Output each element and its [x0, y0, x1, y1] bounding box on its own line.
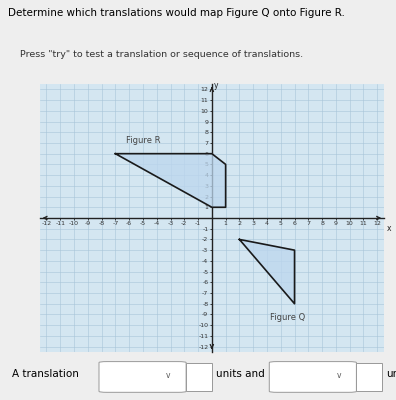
- Text: Determine which translations would map Figure Q onto Figure R.: Determine which translations would map F…: [8, 8, 345, 18]
- Text: units and: units and: [216, 369, 265, 378]
- Text: Figure R: Figure R: [126, 136, 161, 145]
- Text: x: x: [387, 224, 391, 234]
- Polygon shape: [240, 240, 295, 304]
- Text: units.: units.: [386, 369, 396, 378]
- Text: Press "try" to test a translation or sequence of translations.: Press "try" to test a translation or seq…: [20, 50, 303, 59]
- Text: Figure Q: Figure Q: [270, 313, 305, 322]
- Bar: [356, 362, 382, 391]
- Text: A translation: A translation: [12, 369, 79, 378]
- FancyBboxPatch shape: [269, 362, 356, 392]
- Text: v: v: [336, 372, 341, 380]
- Polygon shape: [115, 154, 226, 207]
- FancyBboxPatch shape: [99, 362, 186, 392]
- Text: v: v: [166, 372, 171, 380]
- Bar: [186, 362, 212, 391]
- Text: y: y: [214, 81, 219, 90]
